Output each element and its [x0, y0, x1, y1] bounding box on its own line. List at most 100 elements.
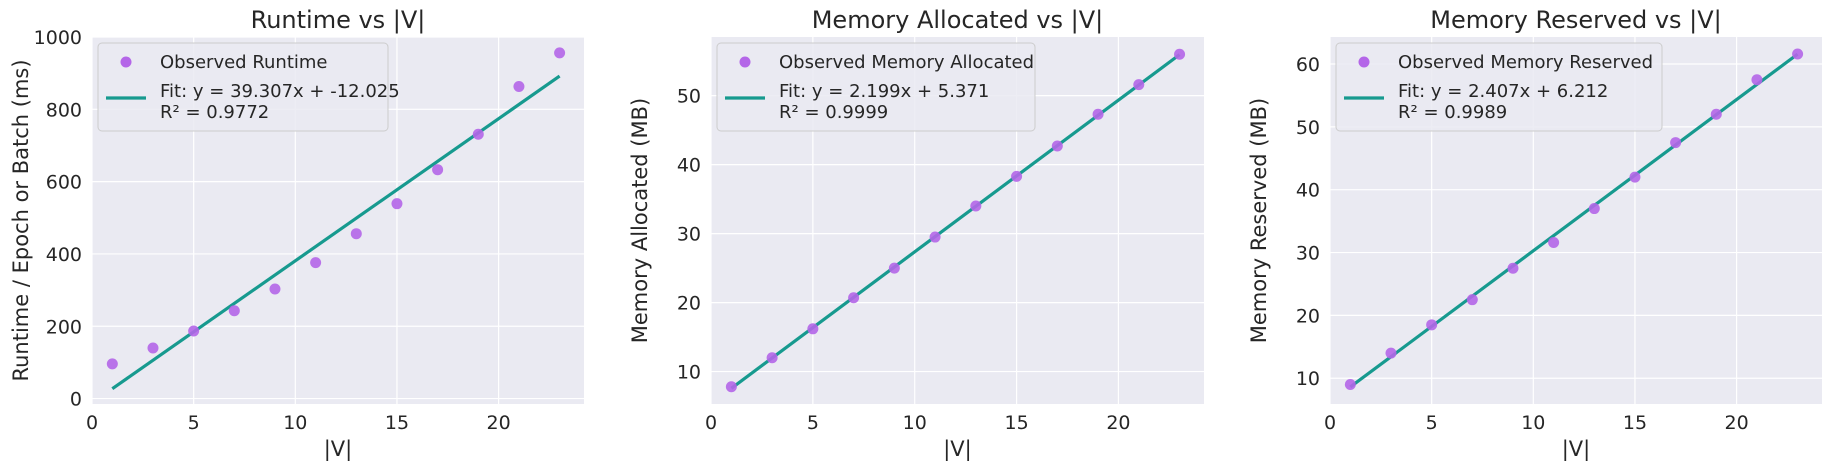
- data-point: [188, 325, 200, 337]
- data-point: [1548, 236, 1560, 248]
- fit-line: [111, 74, 561, 391]
- y-tick-label: 20: [677, 293, 701, 315]
- y-tick-label: 40: [677, 155, 701, 177]
- x-tick-label: 0: [86, 412, 98, 434]
- x-tick-label: 20: [487, 412, 511, 434]
- data-point: [1011, 170, 1023, 182]
- legend-label-scatter: Observed Memory Reserved: [1398, 52, 1653, 73]
- chart-title: Memory Allocated vs |V|: [812, 6, 1104, 34]
- x-tick-label: 5: [807, 412, 819, 434]
- legend: Observed Runtime Fit: y = 39.307x + -12.0…: [97, 42, 400, 132]
- y-tick-label: 30: [1296, 243, 1320, 265]
- x-tick-label: 5: [188, 412, 200, 434]
- x-tick-label: 20: [1106, 412, 1130, 434]
- data-point: [929, 231, 941, 243]
- y-tick-label: 800: [46, 99, 82, 121]
- y-tick-label: 10: [1296, 368, 1320, 390]
- chart-title: Memory Reserved vs |V|: [1430, 6, 1722, 34]
- y-axis-label: Runtime / Epoch or Batch (ms): [9, 59, 33, 381]
- data-point: [888, 262, 900, 274]
- legend-marker-scatter: [120, 56, 132, 68]
- data-point: [1588, 203, 1600, 215]
- y-tick-label: 1000: [34, 27, 82, 49]
- x-tick-label: 20: [1725, 412, 1749, 434]
- data-point: [970, 200, 982, 212]
- legend-box: [1335, 42, 1663, 132]
- data-point: [848, 292, 860, 304]
- x-tick-label: 15: [1004, 412, 1028, 434]
- legend-label-fit: Fit: y = 2.199x + 5.371: [779, 81, 989, 102]
- legend-box: [716, 42, 1036, 132]
- legend-label-r2: R² = 0.9772: [160, 102, 269, 123]
- data-point: [147, 342, 159, 354]
- y-tick-label: 50: [677, 86, 701, 108]
- x-tick-label: 10: [1521, 412, 1545, 434]
- x-tick-label: 15: [385, 412, 409, 434]
- data-point: [1051, 140, 1063, 152]
- y-tick-label: 0: [70, 389, 82, 411]
- data-point: [1507, 262, 1519, 274]
- chart-panel-3: 0 5 10 15 20 10 20 30 40 50 60 Memory Reserved vs |…: [1247, 6, 1822, 462]
- data-point: [1133, 79, 1145, 91]
- y-tick-label: 30: [677, 224, 701, 246]
- legend-marker-scatter: [739, 56, 751, 68]
- data-point: [1344, 379, 1356, 391]
- fit-line: [730, 53, 1181, 390]
- y-axis-label: Memory Reserved (MB): [1247, 98, 1271, 343]
- data-point: [1092, 108, 1104, 120]
- legend: Observed Memory Allocated Fit: y = 2.199x…: [716, 42, 1036, 132]
- legend-box: [97, 42, 389, 132]
- data-point: [1670, 137, 1682, 149]
- legend-label-fit: Fit: y = 39.307x + -12.025: [160, 81, 400, 102]
- data-point: [350, 228, 362, 240]
- x-tick-label: 10: [903, 412, 927, 434]
- y-tick-label: 10: [677, 362, 701, 384]
- y-axis-label: Memory Allocated (MB): [628, 98, 652, 343]
- data-point: [1710, 108, 1722, 120]
- y-tick-label: 60: [1296, 54, 1320, 76]
- data-point: [513, 81, 525, 93]
- legend-label-r2: R² = 0.9989: [1398, 102, 1507, 123]
- data-point: [1751, 74, 1763, 86]
- data-point: [807, 323, 819, 335]
- chart-title: Runtime vs |V|: [251, 6, 426, 34]
- data-point: [269, 283, 281, 295]
- x-tick-label: 0: [1324, 412, 1336, 434]
- data-point: [1385, 347, 1397, 359]
- data-point: [1629, 171, 1641, 183]
- x-axis-label: |V|: [324, 437, 353, 462]
- y-tick-label: 600: [46, 172, 82, 194]
- legend-marker-scatter: [1358, 56, 1370, 68]
- legend: Observed Memory Reserved Fit: y = 2.407x …: [1335, 42, 1663, 132]
- data-point: [391, 198, 403, 210]
- x-axis-label: |V|: [943, 437, 972, 462]
- data-point: [1426, 319, 1438, 331]
- y-tick-label: 400: [46, 244, 82, 266]
- chart-panel-2: 0 5 10 15 20 10 20 30 40 50 Memory Allocated vs |V…: [628, 6, 1204, 462]
- legend-label-scatter: Observed Runtime: [160, 52, 328, 73]
- data-point: [310, 257, 322, 269]
- x-tick-label: 5: [1426, 412, 1438, 434]
- x-tick-label: 15: [1623, 412, 1647, 434]
- fit-line: [1349, 52, 1799, 389]
- data-point: [1466, 294, 1478, 306]
- y-tick-label: 20: [1296, 305, 1320, 327]
- y-tick-label: 50: [1296, 117, 1320, 139]
- data-point: [725, 381, 737, 393]
- legend-label-r2: R² = 0.9999: [779, 102, 888, 123]
- data-point: [432, 164, 444, 176]
- data-point: [554, 47, 566, 59]
- y-tick-label: 200: [46, 316, 82, 338]
- data-point: [1792, 48, 1804, 60]
- legend-label-scatter: Observed Memory Allocated: [779, 52, 1034, 73]
- x-tick-label: 0: [705, 412, 717, 434]
- x-tick-label: 10: [283, 412, 307, 434]
- data-point: [1174, 48, 1186, 60]
- data-point: [472, 128, 484, 140]
- data-point: [228, 305, 240, 317]
- legend-label-fit: Fit: y = 2.407x + 6.212: [1398, 81, 1608, 102]
- data-point: [766, 352, 778, 364]
- x-axis-label: |V|: [1562, 437, 1591, 462]
